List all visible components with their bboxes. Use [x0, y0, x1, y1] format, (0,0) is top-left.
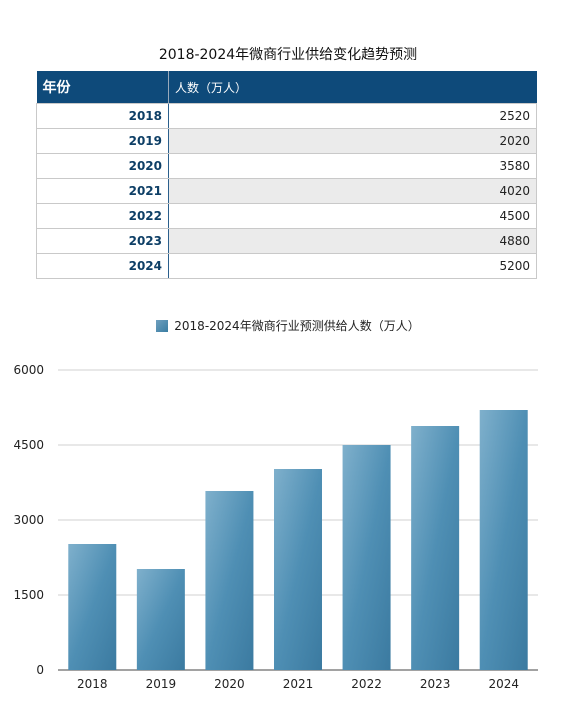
row-value: 5200 — [168, 253, 537, 279]
row-year: 2019 — [36, 128, 169, 154]
table-row: 2018 2520 — [36, 103, 537, 129]
bar-2020 — [205, 491, 254, 670]
row-value: 4880 — [168, 228, 537, 254]
row-value: 4020 — [168, 178, 537, 204]
row-year: 2022 — [36, 203, 169, 229]
table-row: 2021 4020 — [36, 178, 537, 204]
x-tick-label: 2024 — [488, 677, 519, 691]
legend-swatch — [156, 320, 169, 332]
row-year: 2020 — [36, 153, 169, 179]
row-value: 3580 — [168, 153, 537, 179]
y-tick-label: 6000 — [13, 363, 44, 377]
x-tick-label: 2020 — [214, 677, 245, 691]
bar-chart: 2018 2019 2020 2021 2022 2023 2024 0 1500 3000 45… — [13, 363, 538, 691]
row-year: 2024 — [36, 253, 169, 279]
x-tick-label: 2023 — [420, 677, 451, 691]
row-year: 2023 — [36, 228, 169, 254]
header-value: 人数（万人） — [168, 71, 537, 104]
y-tick-label: 0 — [36, 663, 44, 677]
row-year: 2021 — [36, 178, 169, 204]
x-tick-label: 2021 — [283, 677, 314, 691]
table-row: 2020 3580 — [36, 153, 537, 179]
bar-2024 — [479, 410, 528, 670]
bar-2023 — [411, 426, 460, 670]
y-tick-label: 4500 — [13, 438, 44, 452]
data-table: 年份 人数（万人） 2018 2520 2019 2020 2020 3580 202… — [36, 71, 537, 279]
table-row: 2024 5200 — [36, 253, 537, 279]
y-tick-label: 3000 — [13, 513, 44, 527]
bar-2022 — [342, 445, 391, 670]
y-tick-label: 1500 — [13, 588, 44, 602]
row-value: 4500 — [168, 203, 537, 229]
bar-2021 — [274, 469, 322, 670]
legend-label: 2018-2024年微商行业预测供给人数（万人） — [174, 319, 420, 333]
x-tick-label: 2019 — [146, 677, 177, 691]
table-row: 2022 4500 — [36, 203, 537, 229]
header-year: 年份 — [36, 71, 169, 104]
row-year: 2018 — [36, 103, 169, 129]
x-tick-label: 2018 — [77, 677, 108, 691]
table-row: 2019 2020 — [36, 128, 537, 154]
row-value: 2520 — [168, 103, 537, 129]
bar-2018 — [68, 544, 117, 670]
bar-2019 — [136, 569, 185, 670]
row-value: 2020 — [168, 128, 537, 154]
table-row: 2023 4880 — [36, 228, 537, 254]
chart-legend: 2018-2024年微商行业预测供给人数（万人） — [0, 317, 576, 334]
x-tick-label: 2022 — [351, 677, 382, 691]
table-title: 2018-2024年微商行业供给变化趋势预测 — [158, 47, 418, 63]
table-header-row: 年份 人数（万人） — [36, 71, 537, 104]
